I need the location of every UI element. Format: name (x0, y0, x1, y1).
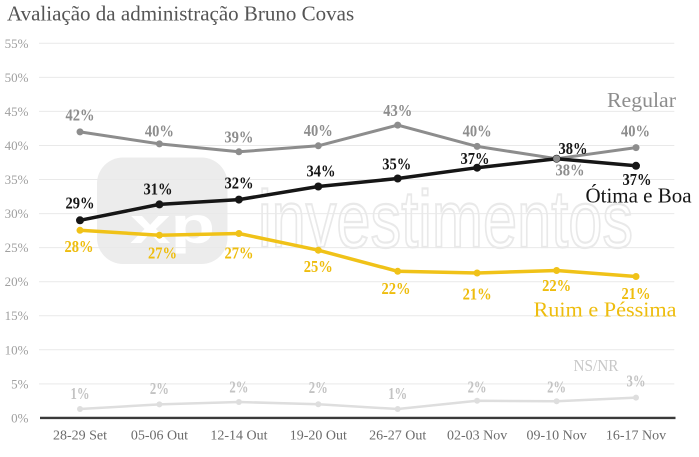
svg-text:15%: 15% (5, 308, 29, 323)
svg-text:40%: 40% (5, 138, 29, 153)
svg-text:30%: 30% (5, 206, 29, 221)
svg-text:37%: 37% (623, 170, 652, 189)
svg-text:40%: 40% (463, 121, 492, 140)
svg-text:22%: 22% (382, 279, 411, 298)
svg-text:34%: 34% (307, 161, 336, 180)
svg-text:32%: 32% (225, 173, 254, 192)
svg-text:16-17 Nov: 16-17 Nov (606, 429, 666, 444)
svg-text:21%: 21% (622, 284, 651, 303)
svg-text:37%: 37% (461, 149, 490, 168)
svg-text:19-20 Out: 19-20 Out (290, 429, 347, 444)
svg-text:27%: 27% (225, 244, 254, 263)
svg-text:Ruim e Péssima: Ruim e Péssima (534, 298, 678, 322)
svg-text:2%: 2% (309, 378, 328, 397)
svg-text:2%: 2% (547, 378, 566, 397)
svg-text:20%: 20% (5, 274, 29, 289)
svg-text:Regular: Regular (607, 88, 676, 112)
svg-text:50%: 50% (5, 70, 29, 85)
svg-text:3%: 3% (627, 372, 646, 391)
svg-text:21%: 21% (463, 285, 492, 304)
svg-text:25%: 25% (304, 257, 333, 276)
svg-text:43%: 43% (383, 101, 412, 120)
svg-text:2%: 2% (150, 379, 169, 398)
svg-text:55%: 55% (5, 36, 29, 51)
svg-text:35%: 35% (5, 172, 29, 187)
svg-text:1%: 1% (388, 384, 407, 403)
svg-text:25%: 25% (5, 240, 29, 255)
svg-text:NS/NR: NS/NR (574, 356, 620, 375)
svg-text:45%: 45% (5, 104, 29, 119)
svg-text:40%: 40% (621, 122, 650, 141)
svg-text:28%: 28% (65, 237, 94, 256)
svg-text:2%: 2% (229, 378, 248, 397)
svg-text:05-06 Out: 05-06 Out (131, 429, 188, 444)
svg-text:Ótima e Boa: Ótima e Boa (586, 184, 693, 208)
svg-text:0%: 0% (11, 410, 29, 425)
svg-text:26-27 Out: 26-27 Out (369, 429, 426, 444)
svg-text:38%: 38% (559, 139, 588, 158)
svg-text:31%: 31% (144, 180, 173, 199)
svg-text:5%: 5% (11, 376, 29, 391)
svg-text:02-03 Nov: 02-03 Nov (447, 429, 507, 444)
svg-text:39%: 39% (224, 128, 253, 147)
svg-text:1%: 1% (71, 384, 90, 403)
svg-text:09-10 Nov: 09-10 Nov (526, 429, 586, 444)
svg-text:12-14 Out: 12-14 Out (210, 429, 267, 444)
svg-text:27%: 27% (148, 244, 177, 263)
svg-text:10%: 10% (5, 342, 29, 357)
svg-text:40%: 40% (145, 121, 174, 140)
svg-text:29%: 29% (66, 193, 95, 212)
svg-text:22%: 22% (542, 276, 571, 295)
svg-text:40%: 40% (304, 121, 333, 140)
svg-text:42%: 42% (66, 105, 95, 124)
svg-text:2%: 2% (468, 378, 487, 397)
svg-text:Avaliação da administração Bru: Avaliação da administração Bruno Covas (7, 2, 354, 26)
svg-text:35%: 35% (382, 155, 411, 174)
svg-text:28-29 Set: 28-29 Set (53, 429, 107, 444)
svg-text:38%: 38% (556, 161, 585, 180)
